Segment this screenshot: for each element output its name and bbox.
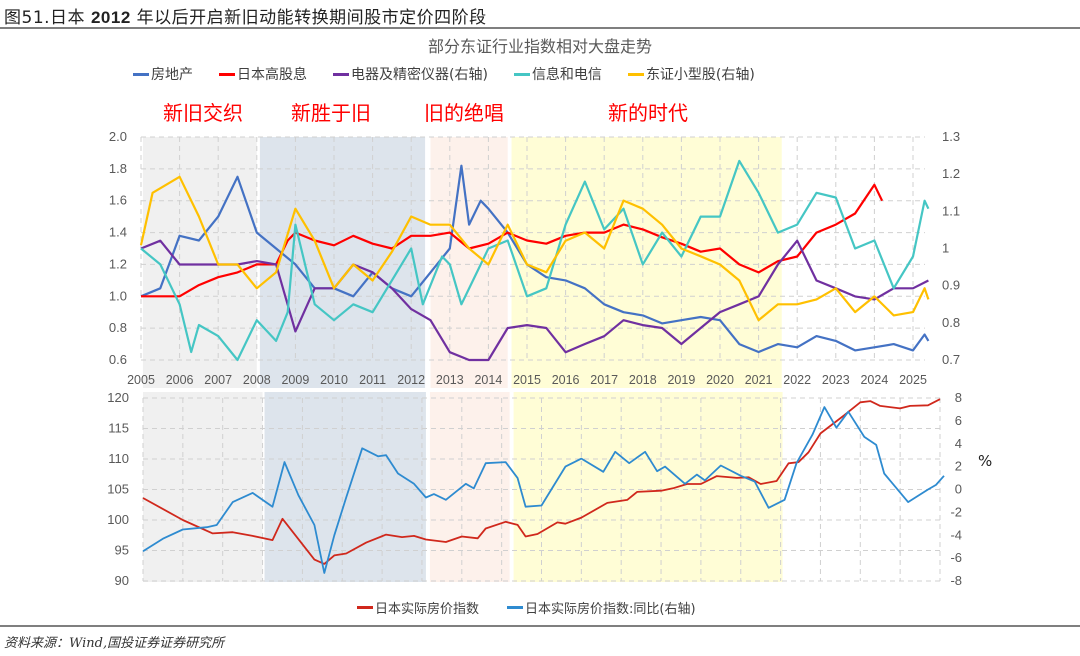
legend-item-real-estate: 房地产: [133, 64, 193, 84]
x-tick-label: 2014: [474, 373, 502, 387]
y-left-tick-label: 90: [115, 573, 129, 588]
phase-shading: [259, 137, 426, 388]
y-left-tick-label: 105: [107, 482, 129, 497]
x-tick-label: 2007: [204, 373, 232, 387]
y-right-tick-label: 0.9: [942, 278, 960, 293]
y-right-tick-label: 1.1: [942, 203, 960, 218]
y-left-tick-label: 1.4: [109, 225, 127, 240]
x-tick-label: 2025: [899, 373, 927, 387]
y-left-tick-label: 115: [108, 421, 129, 436]
y-right-tick-label: 0.8: [942, 315, 960, 330]
legend-swatch: [219, 72, 235, 76]
top-legend: 房地产 日本高股息 电器及精密仪器(右轴) 信息和电信 东证小型股(右轴): [133, 64, 755, 84]
phase-shading: [430, 137, 508, 388]
legend-item-house-price-index: 日本实际房价指数: [357, 598, 479, 617]
legend-swatch: [627, 72, 644, 76]
right-axis-unit: %: [978, 452, 993, 470]
y-left-tick-label: 0.8: [109, 320, 127, 335]
series-line: [140, 159, 930, 362]
y-left-tick-label: 2.0: [109, 129, 127, 144]
x-tick-label: 2005: [127, 373, 155, 387]
y-right-tick-label: 0.7: [942, 352, 960, 367]
y-right-tick-label: 2: [955, 459, 962, 474]
x-tick-label: 2018: [629, 373, 657, 387]
y-right-tick-label: -4: [950, 527, 962, 542]
y-right-tick-label: 1: [942, 241, 949, 256]
phase-shading: [513, 392, 783, 582]
x-tick-label: 2013: [436, 373, 464, 387]
y-right-tick-label: 1.2: [942, 166, 960, 181]
source-note: 资料来源：Wind,国投证券证券研究所: [4, 636, 225, 651]
x-tick-label: 2016: [552, 373, 580, 387]
series-line: [142, 406, 945, 574]
x-tick-label: 2019: [667, 373, 695, 387]
phase-shading: [142, 137, 257, 388]
x-tick-label: 2006: [166, 373, 194, 387]
y-left-tick-label: 95: [115, 543, 129, 558]
phase-label-3: 旧的绝唱: [424, 101, 504, 125]
y-left-tick-label: 1.0: [109, 288, 127, 303]
phase-label-1: 新旧交织: [163, 101, 243, 125]
x-tick-label: 2015: [513, 373, 541, 387]
x-tick-label: 2022: [783, 373, 811, 387]
phase-shading: [143, 392, 263, 582]
legend-item-high-dividend: 日本高股息: [219, 64, 307, 84]
x-tick-label: 2010: [320, 373, 348, 387]
y-left-tick-label: 100: [107, 512, 129, 527]
legend-swatch: [507, 606, 524, 609]
x-tick-label: 2024: [860, 373, 888, 387]
y-left-tick-label: 120: [107, 390, 129, 405]
y-right-tick-label: 6: [955, 413, 962, 428]
x-tick-label: 2009: [281, 373, 309, 387]
source-divider: [0, 625, 1080, 627]
bottom-legend: 日本实际房价指数 日本实际房价指数:同比(右轴): [357, 598, 696, 617]
x-tick-label: 2021: [745, 373, 773, 387]
y-left-tick-label: 110: [108, 451, 129, 466]
x-tick-label: 2008: [243, 373, 271, 387]
legend-swatch: [357, 606, 373, 609]
y-left-tick-label: 0.6: [109, 352, 127, 367]
chart-title: 部分东证行业指数相对大盘走势: [427, 37, 652, 56]
y-left-tick-label: 1.8: [109, 161, 127, 176]
y-left-tick-label: 1.2: [109, 256, 127, 271]
x-tick-label: 2011: [359, 373, 386, 387]
legend-item-electrical: 电器及精密仪器(右轴): [333, 64, 488, 84]
y-right-tick-label: 4: [955, 436, 962, 451]
phase-label-2: 新胜于旧: [291, 101, 371, 125]
phase-label-4: 新的时代: [608, 101, 688, 125]
x-tick-label: 2017: [590, 373, 618, 387]
y-right-tick-label: -2: [950, 504, 962, 519]
y-right-tick-label: 0: [955, 482, 962, 497]
legend-swatch: [133, 72, 149, 76]
y-right-tick-label: 8: [955, 390, 962, 405]
legend-item-telecom: 信息和电信: [513, 64, 602, 84]
y-right-tick-label: 1.3: [942, 129, 960, 144]
title-divider: [0, 27, 1080, 29]
legend-swatch: [333, 72, 349, 76]
y-right-tick-label: -6: [950, 550, 962, 565]
legend-item-house-price-yoy: 日本实际房价指数:同比(右轴): [507, 598, 696, 617]
y-left-tick-label: 1.6: [109, 193, 127, 208]
figure-title: 图51.日本 2012 年以后开启新旧动能转换期间股市定价四阶段: [4, 8, 487, 28]
legend-item-small-cap: 东证小型股(右轴): [627, 64, 755, 84]
y-right-tick-label: -8: [950, 573, 962, 588]
series-line: [139, 175, 930, 322]
legend-swatch: [513, 72, 530, 76]
x-tick-label: 2020: [706, 373, 734, 387]
x-tick-label: 2012: [397, 373, 425, 387]
x-tick-label: 2023: [822, 373, 850, 387]
series-line: [140, 239, 929, 362]
